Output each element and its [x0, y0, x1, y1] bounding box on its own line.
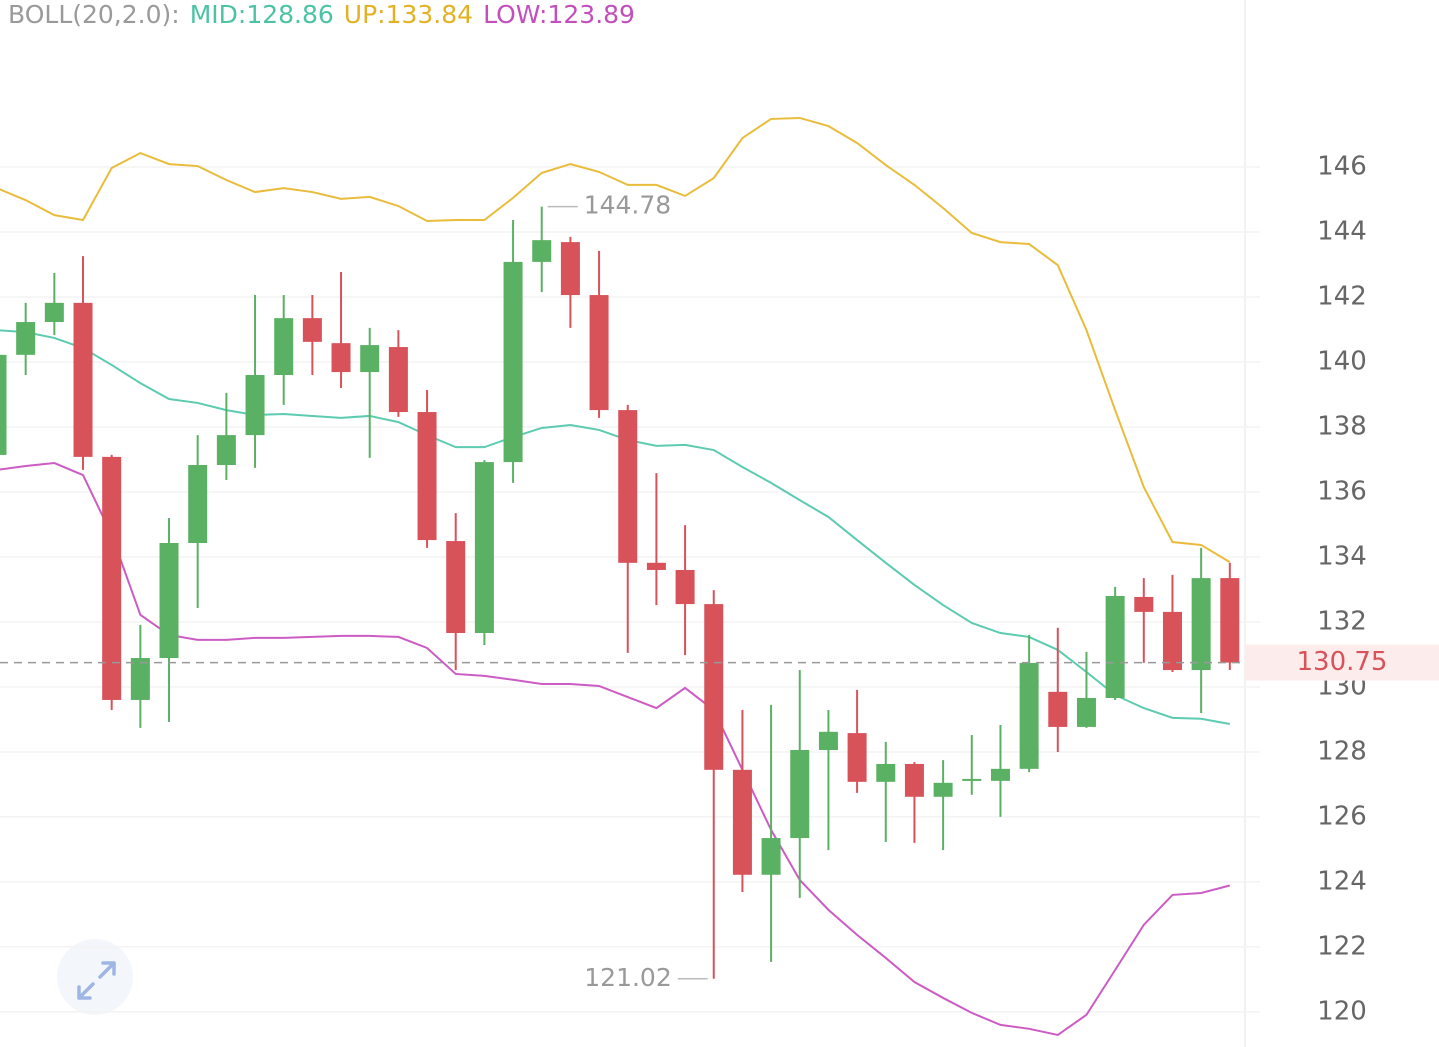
bollinger-band — [0, 329, 1230, 725]
y-tick-label: 144 — [1317, 217, 1367, 247]
candle-body — [532, 240, 552, 262]
candle-body — [675, 569, 695, 605]
candle-body — [818, 731, 838, 750]
candle-body — [560, 242, 580, 296]
candle-body — [44, 302, 64, 323]
low-marker-label: 121.02 — [584, 963, 671, 992]
y-tick-label: 146 — [1317, 152, 1367, 182]
y-tick-label: 140 — [1317, 346, 1367, 376]
bollinger-band — [0, 462, 1231, 1037]
candle-body — [417, 412, 437, 541]
legend-up: UP:133.84 — [344, 0, 473, 29]
y-tick-label: 142 — [1317, 282, 1367, 312]
y-tick-label: 128 — [1317, 736, 1367, 766]
last-price-box — [1245, 644, 1439, 681]
candle-body — [618, 410, 638, 563]
candle-body — [188, 465, 208, 543]
candle-body — [274, 318, 294, 375]
bollinger-band — [0, 116, 1231, 564]
candle-body — [1134, 596, 1154, 612]
candle-body — [0, 354, 7, 455]
candle-body — [503, 261, 523, 463]
candle-body — [130, 658, 150, 700]
candle-body — [704, 604, 724, 770]
legend-mid: MID:128.86 — [190, 0, 334, 29]
candle-body — [646, 562, 666, 570]
candle-body — [1191, 578, 1211, 671]
y-tick-label: 124 — [1317, 866, 1367, 896]
candle-body — [1105, 595, 1125, 698]
candle-body — [1019, 662, 1039, 769]
high-marker-label: 144.78 — [584, 191, 671, 220]
candle-body — [962, 778, 982, 781]
candle-body — [876, 763, 896, 782]
candle-body — [216, 435, 236, 466]
candle-body — [904, 763, 924, 797]
candle-body — [933, 782, 953, 797]
candle-body — [73, 302, 93, 457]
candle-body — [790, 749, 810, 839]
legend: BOLL(20,2.0): MID:128.86 UP:133.84 LOW:123.… — [8, 0, 635, 29]
candle-body — [245, 374, 265, 436]
y-tick-label: 138 — [1317, 411, 1367, 441]
expand-button-bg[interactable] — [57, 939, 133, 1015]
candle-body — [102, 456, 122, 700]
y-tick-label: 136 — [1317, 476, 1367, 506]
candle-body — [159, 542, 179, 659]
indicator-label: BOLL(20,2.0): — [8, 0, 180, 29]
candle-body — [847, 733, 867, 782]
candle-body — [360, 345, 380, 373]
y-tick-label: 126 — [1317, 801, 1367, 831]
candle-body — [1076, 698, 1096, 727]
last-price-label: 130.75 — [1297, 647, 1388, 677]
candle-body — [446, 541, 466, 634]
candle-body — [1048, 691, 1068, 727]
y-tick-label: 120 — [1317, 996, 1367, 1026]
candle-body — [589, 295, 609, 411]
legend-low: LOW:123.89 — [483, 0, 635, 29]
candle-body — [302, 318, 322, 342]
y-tick-label: 122 — [1317, 931, 1367, 961]
candle-body — [761, 838, 781, 875]
candle-body — [474, 462, 494, 634]
candle-body — [331, 343, 351, 373]
y-tick-label: 132 — [1317, 606, 1367, 636]
candle-body — [1220, 578, 1240, 663]
expand-icon[interactable] — [77, 961, 116, 1000]
y-tick-label: 134 — [1317, 541, 1367, 571]
candle-body — [732, 769, 752, 875]
candle-body — [16, 322, 36, 355]
expand-button[interactable] — [57, 939, 133, 1015]
candle-body — [1162, 611, 1182, 671]
candle-body — [388, 347, 408, 413]
candle-body — [990, 768, 1010, 781]
